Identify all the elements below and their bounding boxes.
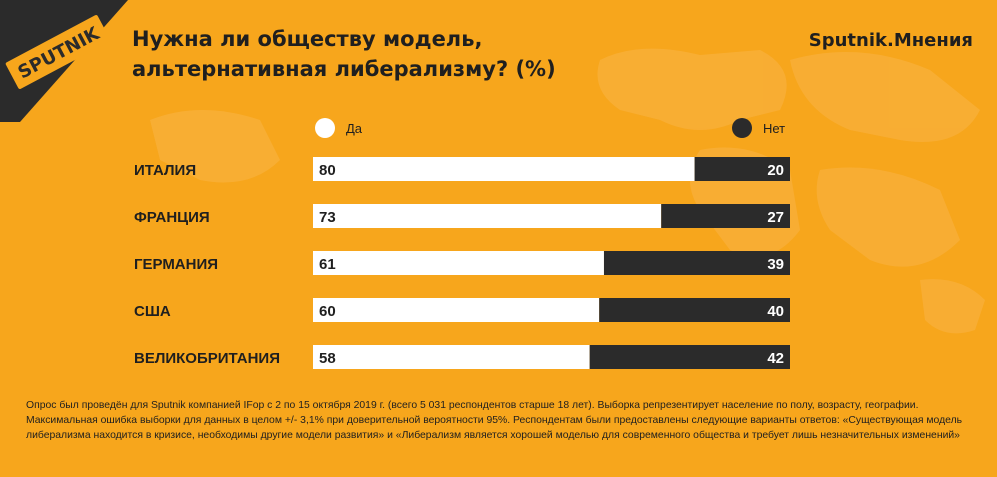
survey-footnote: Опрос был проведён для Sputnik компанией… xyxy=(26,400,963,441)
category-label: ГЕРМАНИЯ xyxy=(134,256,218,273)
category-label: ВЕЛИКОБРИТАНИЯ xyxy=(134,350,280,367)
world-map-background xyxy=(150,48,985,334)
value-label-no: 40 xyxy=(767,303,784,320)
legend: Да Нет xyxy=(315,118,785,138)
value-label-no: 20 xyxy=(767,162,784,179)
value-label-no: 39 xyxy=(767,256,784,273)
value-label-no: 27 xyxy=(767,209,784,226)
bar-yes xyxy=(313,204,662,228)
bars-group: ИТАЛИЯ 80 20 ФРАНЦИЯ 73 27 ГЕРМАНИЯ 61 39 США 60 40… xyxy=(134,157,790,369)
value-label-no: 42 xyxy=(767,350,784,367)
bar-no xyxy=(661,204,790,228)
brand-label: Sputnik.Мнения xyxy=(808,30,973,51)
bar-yes xyxy=(313,298,600,322)
legend-no-swatch xyxy=(732,118,752,138)
legend-no-label: Нет xyxy=(763,121,785,136)
bar-no xyxy=(603,251,790,275)
category-label: ИТАЛИЯ xyxy=(134,162,196,179)
value-label-yes: 58 xyxy=(319,350,336,367)
sputnik-logo: SPUTNIK xyxy=(0,0,128,122)
chart-title-line-2: альтернативная либерализму? (%) xyxy=(132,57,556,81)
category-label: ФРАНЦИЯ xyxy=(134,209,210,226)
legend-yes-swatch xyxy=(315,118,335,138)
bar-no xyxy=(589,345,790,369)
category-label: США xyxy=(134,303,171,320)
value-label-yes: 61 xyxy=(319,256,336,273)
chart-title: Нужна ли обществу модель, альтернативная… xyxy=(132,24,556,84)
legend-yes-label: Да xyxy=(346,121,363,136)
bar-yes xyxy=(313,157,695,181)
value-label-yes: 73 xyxy=(319,209,336,226)
bar-yes xyxy=(313,345,590,369)
value-label-yes: 80 xyxy=(319,162,336,179)
bar-no xyxy=(599,298,790,322)
chart-title-line-1: Нужна ли обществу модель, xyxy=(132,27,483,51)
bar-yes xyxy=(313,251,604,275)
bar-no xyxy=(694,157,790,181)
value-label-yes: 60 xyxy=(319,303,336,320)
